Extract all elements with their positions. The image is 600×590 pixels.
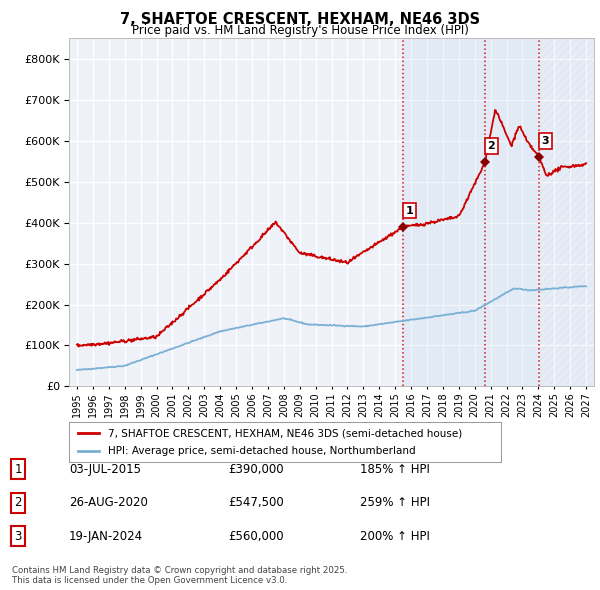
Text: £560,000: £560,000 [228, 530, 284, 543]
Text: 03-JUL-2015: 03-JUL-2015 [69, 463, 141, 476]
Bar [403, 38, 539, 386]
Text: 1: 1 [14, 463, 22, 476]
Text: 1: 1 [406, 206, 413, 215]
Text: 7, SHAFTOE CRESCENT, HEXHAM, NE46 3DS: 7, SHAFTOE CRESCENT, HEXHAM, NE46 3DS [120, 12, 480, 27]
Text: 19-JAN-2024: 19-JAN-2024 [69, 530, 143, 543]
Text: 200% ↑ HPI: 200% ↑ HPI [360, 530, 430, 543]
Text: 3: 3 [14, 530, 22, 543]
Text: Price paid vs. HM Land Registry's House Price Index (HPI): Price paid vs. HM Land Registry's House … [131, 24, 469, 37]
Text: 3: 3 [542, 136, 549, 146]
Text: £390,000: £390,000 [228, 463, 284, 476]
Text: 185% ↑ HPI: 185% ↑ HPI [360, 463, 430, 476]
Bar [539, 38, 594, 386]
Text: 26-AUG-2020: 26-AUG-2020 [69, 496, 148, 509]
Text: Contains HM Land Registry data © Crown copyright and database right 2025.
This d: Contains HM Land Registry data © Crown c… [12, 566, 347, 585]
Text: 259% ↑ HPI: 259% ↑ HPI [360, 496, 430, 509]
Text: 2: 2 [487, 141, 495, 151]
Text: £547,500: £547,500 [228, 496, 284, 509]
Text: HPI: Average price, semi-detached house, Northumberland: HPI: Average price, semi-detached house,… [108, 445, 416, 455]
Text: 7, SHAFTOE CRESCENT, HEXHAM, NE46 3DS (semi-detached house): 7, SHAFTOE CRESCENT, HEXHAM, NE46 3DS (s… [108, 428, 462, 438]
Text: 2: 2 [14, 496, 22, 509]
